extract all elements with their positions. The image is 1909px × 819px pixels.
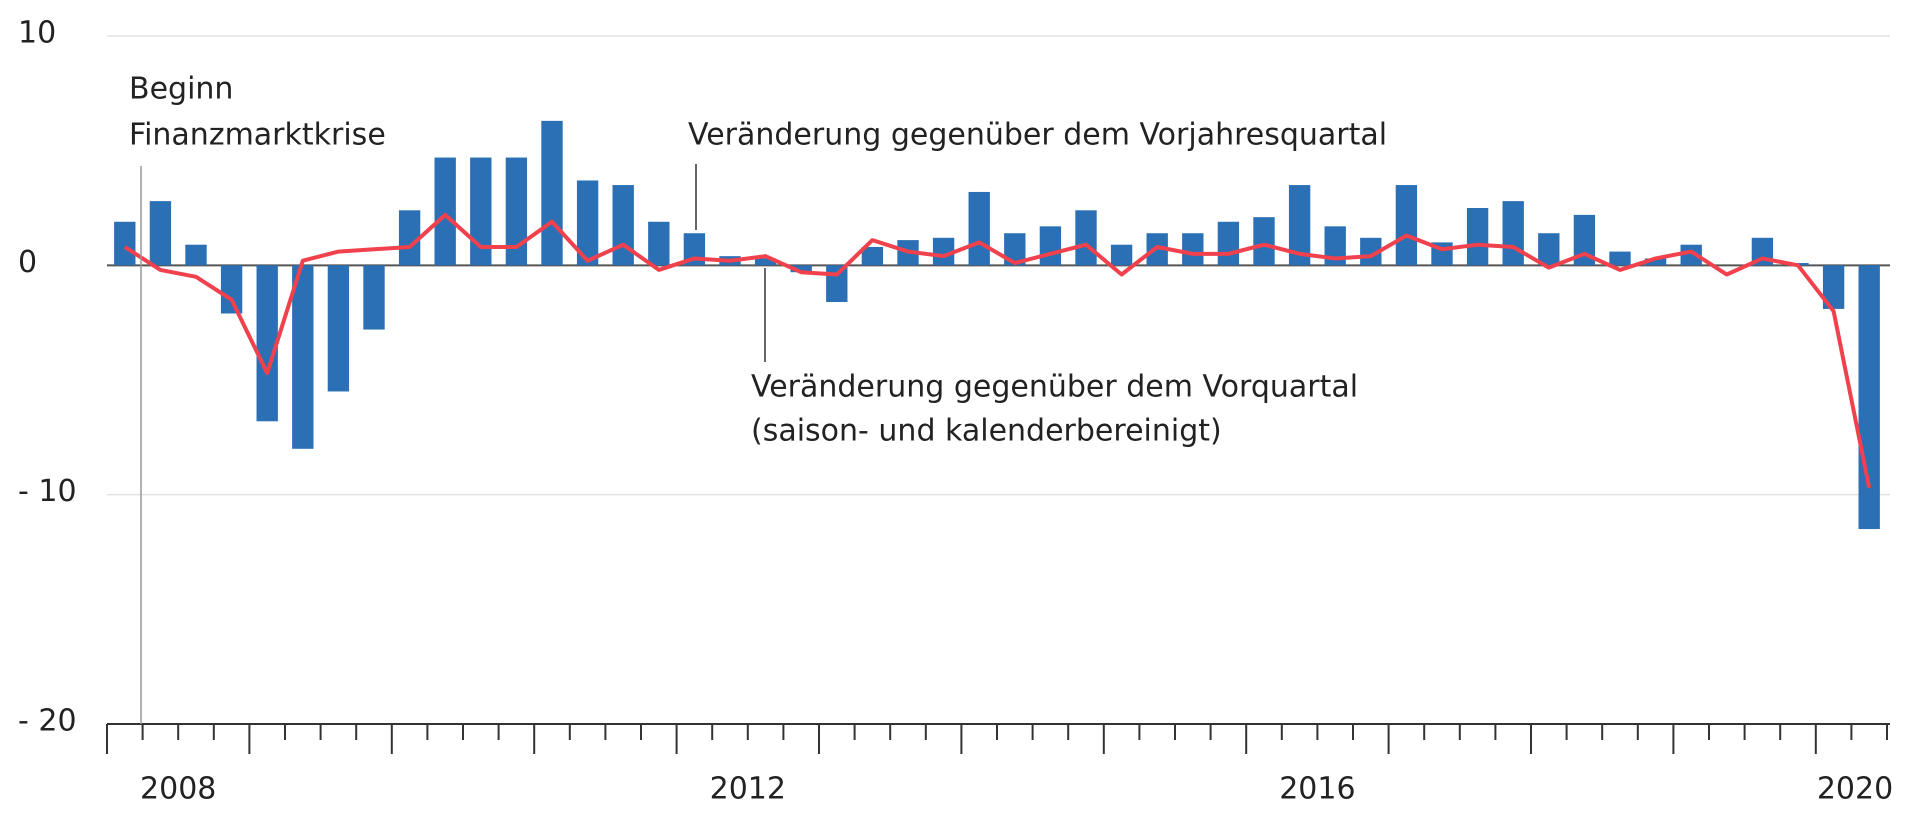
bar xyxy=(149,201,172,266)
bar xyxy=(968,191,990,266)
bar xyxy=(541,120,563,266)
bar xyxy=(1182,233,1204,266)
bar xyxy=(1253,217,1275,266)
bar xyxy=(1324,226,1346,266)
bar xyxy=(114,221,136,266)
bar xyxy=(1217,221,1240,266)
x-tick-label: 2012 xyxy=(710,772,786,807)
bar xyxy=(398,210,421,266)
y-tick-label: 10 xyxy=(18,16,56,51)
y-tick-label: - 10 xyxy=(18,474,77,509)
bar xyxy=(1039,226,1062,266)
bar xyxy=(1680,244,1702,266)
bar xyxy=(648,221,670,266)
x-tick-label: 2020 xyxy=(1817,772,1893,807)
y-tick-label: 0 xyxy=(18,245,37,280)
bar xyxy=(1004,233,1026,266)
bar xyxy=(363,265,385,330)
annotation: Finanzmarktkrise xyxy=(129,118,386,153)
bar xyxy=(932,237,955,266)
bar xyxy=(1466,208,1489,266)
legend-label: Veränderung gegenüber dem Vorquartal xyxy=(751,370,1358,405)
bar xyxy=(1395,185,1418,266)
bar xyxy=(434,157,456,266)
line xyxy=(123,212,1872,489)
bar xyxy=(1609,251,1631,266)
bar xyxy=(790,265,812,273)
x-tick-label: 2008 xyxy=(140,772,216,807)
annotation: Beginn xyxy=(129,72,233,107)
bar xyxy=(1644,258,1667,266)
bar xyxy=(754,258,777,266)
bar xyxy=(185,244,207,266)
bar xyxy=(1110,244,1133,266)
bar xyxy=(1502,201,1524,266)
bar xyxy=(505,157,528,266)
bar xyxy=(220,265,243,314)
bar xyxy=(1288,185,1311,266)
bar xyxy=(327,265,350,392)
bar xyxy=(576,180,599,266)
bar xyxy=(861,246,884,266)
bar xyxy=(292,265,314,449)
bar xyxy=(1075,210,1097,266)
bar xyxy=(612,185,634,266)
bar xyxy=(826,265,848,303)
annotation: (saison- und kalenderbereinigt) xyxy=(751,414,1222,449)
bar xyxy=(1822,265,1845,309)
legend-label: Veränderung gegenüber dem Vorjahresquart… xyxy=(688,118,1387,153)
bar xyxy=(1538,233,1560,266)
bar xyxy=(470,157,492,266)
bar xyxy=(1573,214,1596,266)
x-tick-label: 2016 xyxy=(1279,772,1355,807)
bar xyxy=(1858,265,1880,530)
y-tick-label: - 20 xyxy=(18,704,77,739)
bar xyxy=(256,265,278,422)
